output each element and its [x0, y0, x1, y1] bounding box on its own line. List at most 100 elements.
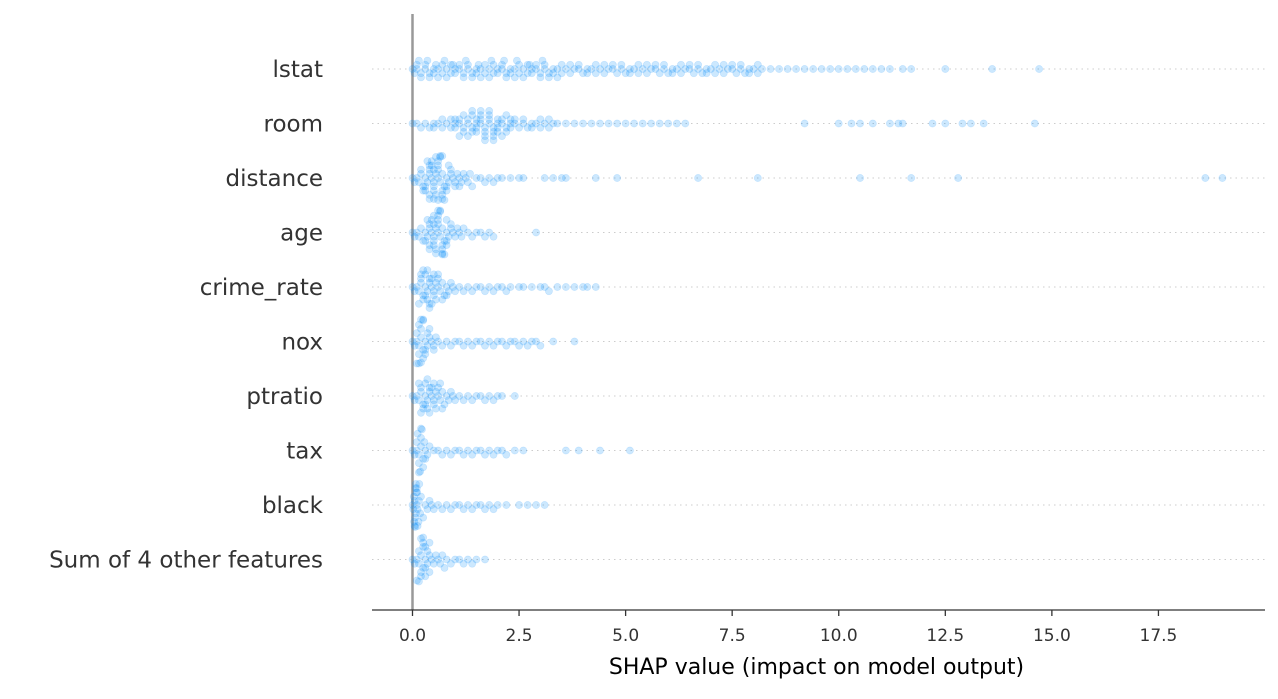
shap-point	[506, 174, 515, 182]
shap-point	[431, 278, 440, 287]
shap-point	[498, 119, 506, 128]
shap-point	[423, 404, 432, 413]
shap-point	[438, 505, 447, 514]
shap-point	[434, 274, 442, 283]
shap-point	[487, 56, 496, 65]
shap-point	[421, 392, 430, 400]
shap-point	[451, 555, 459, 564]
shap-point	[681, 65, 690, 73]
shap-point	[414, 517, 423, 526]
shap-point	[417, 358, 425, 367]
shap-point	[489, 127, 498, 136]
shap-point	[421, 186, 430, 195]
shap-point	[436, 178, 445, 187]
shap-point	[502, 450, 511, 459]
shap-point	[414, 496, 423, 505]
shap-point	[510, 65, 519, 73]
shap-point	[408, 228, 417, 237]
shap-point	[408, 283, 417, 291]
shap-point	[463, 119, 472, 128]
shap-point	[604, 65, 613, 73]
shap-point	[414, 320, 423, 329]
shap-point	[455, 60, 464, 69]
shap-point	[446, 505, 455, 514]
shap-point	[502, 287, 511, 296]
x-tick-label: 5.0	[612, 626, 639, 646]
shap-point	[557, 174, 566, 182]
shap-point	[510, 392, 519, 400]
shap-point	[493, 123, 502, 132]
feature-label: ptratio	[246, 384, 323, 410]
shap-point	[638, 65, 647, 73]
shap-point	[444, 396, 453, 405]
shap-point	[414, 232, 423, 241]
shap-point	[886, 65, 894, 73]
shap-point	[549, 119, 558, 128]
shap-point	[414, 559, 423, 568]
shap-point	[417, 442, 425, 451]
shap-point	[510, 337, 519, 346]
shap-point	[485, 65, 494, 73]
shap-point	[655, 119, 664, 128]
shap-point	[449, 174, 457, 182]
shap-point	[421, 291, 430, 300]
shap-point	[421, 350, 430, 358]
shap-point	[459, 111, 468, 119]
shap-point	[425, 304, 434, 312]
shap-point	[417, 224, 425, 233]
shap-point	[489, 396, 498, 405]
shap-point	[617, 65, 626, 73]
shap-point	[463, 132, 472, 140]
shap-point	[527, 69, 536, 78]
shap-point	[411, 509, 420, 518]
shap-point	[493, 446, 502, 455]
shap-point	[442, 501, 451, 509]
shap-point	[412, 555, 421, 564]
shap-point	[419, 564, 428, 572]
shap-point	[540, 119, 549, 128]
shap-point	[438, 551, 447, 560]
shap-point	[579, 69, 587, 78]
shap-point	[476, 283, 485, 291]
shap-point	[410, 396, 419, 405]
shap-point	[425, 496, 434, 505]
shap-point	[549, 174, 558, 182]
shap-point	[429, 379, 438, 388]
shap-point	[431, 333, 440, 342]
shap-point	[419, 533, 428, 542]
shap-point	[451, 396, 459, 405]
shap-point	[553, 283, 562, 291]
shap-point	[434, 283, 442, 291]
shap-point	[545, 115, 553, 124]
shap-point	[510, 119, 519, 128]
shap-point	[672, 65, 681, 73]
shap-point	[451, 69, 459, 78]
shap-point	[429, 232, 438, 241]
shap-point	[451, 115, 459, 124]
shap-point	[423, 178, 432, 187]
shap-point	[417, 425, 426, 434]
shap-point	[414, 450, 423, 459]
shap-point	[411, 480, 420, 488]
shap-point	[417, 408, 425, 417]
shap-point	[414, 178, 423, 187]
shap-point	[493, 283, 502, 291]
shap-point	[429, 559, 438, 568]
shap-point	[596, 119, 604, 128]
shap-point	[446, 278, 455, 287]
shap-point	[429, 69, 438, 78]
shap-point	[457, 178, 466, 187]
shap-point	[414, 577, 423, 586]
shap-point	[476, 107, 485, 115]
shap-point	[425, 190, 434, 199]
shap-point	[444, 161, 453, 170]
shap-point	[446, 115, 455, 124]
shap-point	[429, 396, 438, 405]
shap-point	[423, 450, 432, 459]
shap-point	[481, 450, 489, 459]
feature-label: crime_rate	[200, 275, 323, 301]
shap-point	[481, 396, 489, 405]
shap-point	[489, 132, 498, 140]
shap-point	[1201, 174, 1210, 182]
